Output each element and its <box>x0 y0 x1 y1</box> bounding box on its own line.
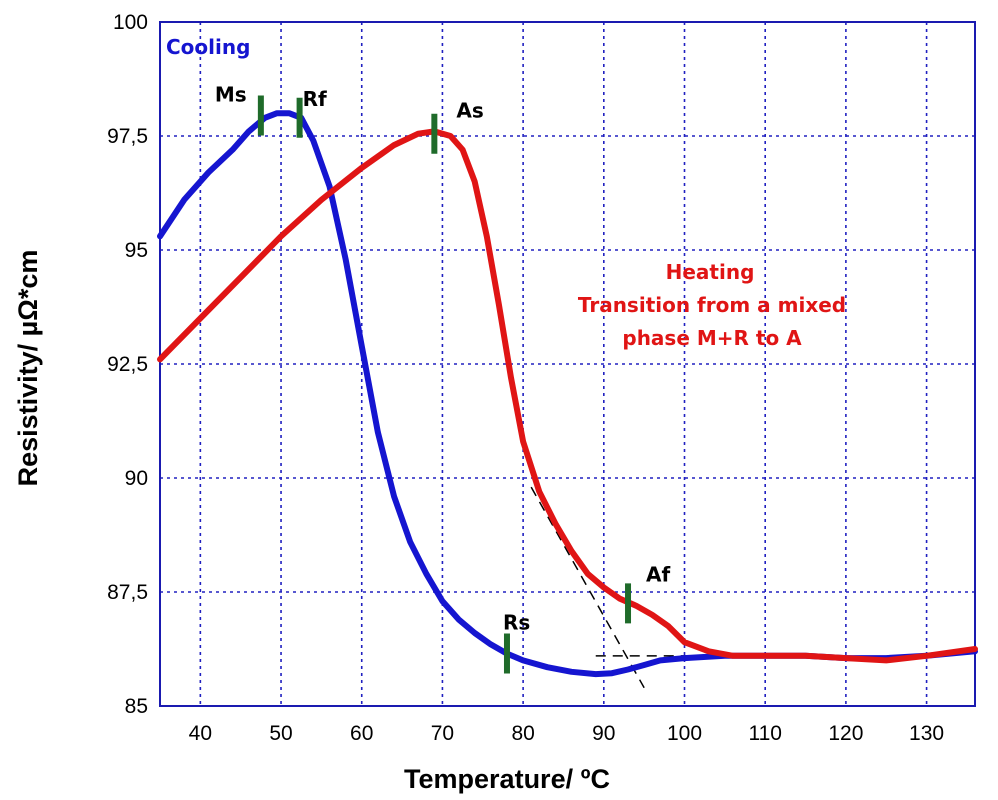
transition-marker-label: Rf <box>303 87 327 111</box>
heating-curve <box>157 128 978 664</box>
x-tick-label: 60 <box>350 722 373 745</box>
transition-label-line-1: Transition from a mixed <box>578 293 846 317</box>
transition-marker-label: Af <box>646 562 670 586</box>
y-tick-label: 90 <box>125 467 148 490</box>
x-tick-label: 50 <box>269 722 292 745</box>
heating-label: Heating <box>666 260 755 284</box>
x-tick-label: 130 <box>909 722 944 745</box>
x-tick-label: 70 <box>431 722 454 745</box>
x-tick-label: 120 <box>828 722 863 745</box>
grid <box>160 22 975 706</box>
transition-marker-label: Rs <box>503 611 530 635</box>
plot-frame <box>159 21 976 707</box>
cooling-label: Cooling <box>166 35 250 59</box>
transition-markers: Ms Rf As Rs Af <box>215 82 670 674</box>
x-tick-label: 100 <box>667 722 702 745</box>
transition-marker-label: Ms <box>215 82 247 106</box>
tangent-guide-line <box>530 486 645 689</box>
transition-label-line-2: phase M+R to A <box>622 326 802 350</box>
x-tick-label: 90 <box>592 722 615 745</box>
y-axis-title: Resistivity/ µΩ*cm <box>13 250 43 487</box>
tick-labels: 40 50 60 70 80 90 100 110 120 130 85 87,5 90 92,5 95 97… <box>107 11 944 745</box>
x-tick-label: 40 <box>189 722 212 745</box>
y-tick-label: 97,5 <box>107 125 148 148</box>
x-tick-label: 80 <box>511 722 534 745</box>
y-tick-label: 85 <box>125 695 148 718</box>
transition-marker-label: As <box>456 99 483 123</box>
x-tick-label: 110 <box>748 722 781 745</box>
y-tick-label: 92,5 <box>107 353 148 376</box>
series-lines <box>157 110 978 678</box>
y-tick-label: 100 <box>113 11 148 34</box>
guide-lines <box>530 486 758 689</box>
y-tick-label: 95 <box>125 239 148 262</box>
y-tick-label: 87,5 <box>107 581 148 604</box>
x-axis-title: Temperature/ ºC <box>404 764 610 794</box>
cooling-curve <box>157 110 978 678</box>
